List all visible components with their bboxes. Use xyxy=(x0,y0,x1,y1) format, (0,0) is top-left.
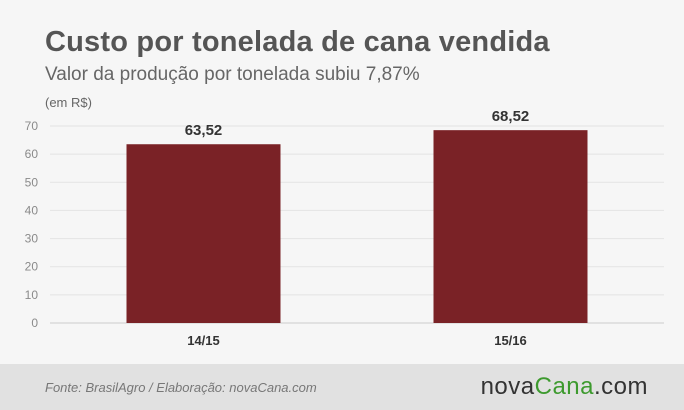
y-tick-label: 60 xyxy=(25,147,39,161)
footer-bar: Fonte: BrasilAgro / Elaboração: novaCana… xyxy=(0,364,684,410)
y-axis-ticks: 0 10 20 30 40 50 60 70 xyxy=(25,119,39,330)
unit-note: (em R$) xyxy=(45,95,92,110)
brand-part-nova: nova xyxy=(480,373,535,400)
x-tick-label: 14/15 xyxy=(187,333,220,348)
data-label: 68,52 xyxy=(492,108,530,125)
source-note: Fonte: BrasilAgro / Elaboração: novaCana… xyxy=(45,380,317,395)
y-tick-label: 0 xyxy=(31,316,38,330)
data-labels: 63,52 68,52 xyxy=(185,108,530,139)
y-tick-label: 50 xyxy=(25,175,39,189)
y-tick-label: 30 xyxy=(25,232,39,246)
y-tick-label: 20 xyxy=(25,260,39,274)
data-label: 63,52 xyxy=(185,122,223,139)
bar-chart: 0 10 20 30 40 50 60 70 63,52 68,52 14/15 15/16 xyxy=(25,108,664,348)
x-tick-label: 15/16 xyxy=(494,333,527,348)
brand-part-cana: Cana xyxy=(534,373,594,400)
y-tick-label: 40 xyxy=(25,203,39,217)
brand-logo: novaCana.com xyxy=(481,373,648,401)
y-tick-label: 10 xyxy=(25,288,39,302)
bar-14-15 xyxy=(126,144,281,323)
bars xyxy=(126,130,588,323)
y-tick-label: 70 xyxy=(25,119,39,133)
brand-part-com: .com xyxy=(593,373,648,400)
x-axis-ticks: 14/15 15/16 xyxy=(187,333,527,348)
chart-subtitle: Valor da produção por tonelada subiu 7,8… xyxy=(45,64,420,85)
chart-title: Custo por tonelada de cana vendida xyxy=(45,26,550,58)
bar-15-16 xyxy=(433,130,588,323)
